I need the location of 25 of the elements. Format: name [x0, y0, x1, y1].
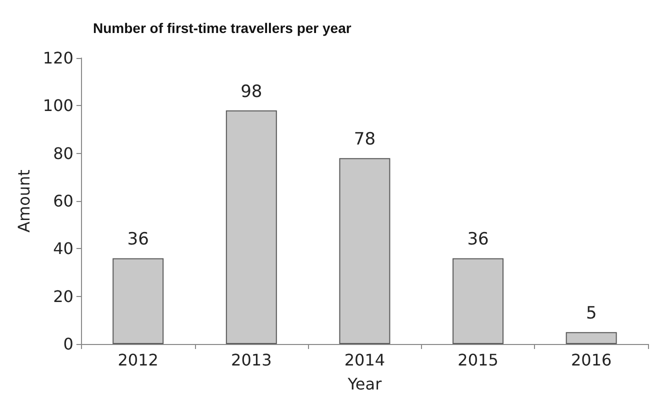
y-tick-label: 60	[53, 192, 74, 210]
data-label: 36	[127, 230, 149, 250]
x-tick-label: 2014	[344, 350, 386, 370]
y-axis-title: Amount	[14, 170, 34, 232]
bar	[339, 158, 390, 344]
data-label: 36	[467, 230, 489, 250]
bar	[226, 110, 277, 344]
x-axis-title: Year	[346, 374, 382, 394]
data-label: 78	[354, 130, 376, 150]
y-tick-label: 20	[53, 286, 74, 306]
x-tick-label: 2012	[118, 350, 158, 370]
y-tick-label: 80	[53, 144, 74, 163]
y-tick-label: 120	[42, 48, 74, 68]
y-tick-label: 0	[63, 334, 74, 354]
x-tick-label: 2016	[570, 350, 612, 370]
bar	[112, 258, 164, 344]
bar	[452, 258, 504, 344]
data-label: 98	[240, 82, 262, 102]
x-tick-label: 2015	[458, 350, 498, 370]
chart-title: Number of first-time travellers per year	[93, 20, 352, 36]
y-tick-label: 100	[42, 96, 74, 116]
bar	[566, 332, 617, 344]
x-tick-label: 2013	[231, 350, 272, 370]
y-tick-label: 40	[53, 239, 74, 258]
data-label: 5	[586, 304, 597, 324]
